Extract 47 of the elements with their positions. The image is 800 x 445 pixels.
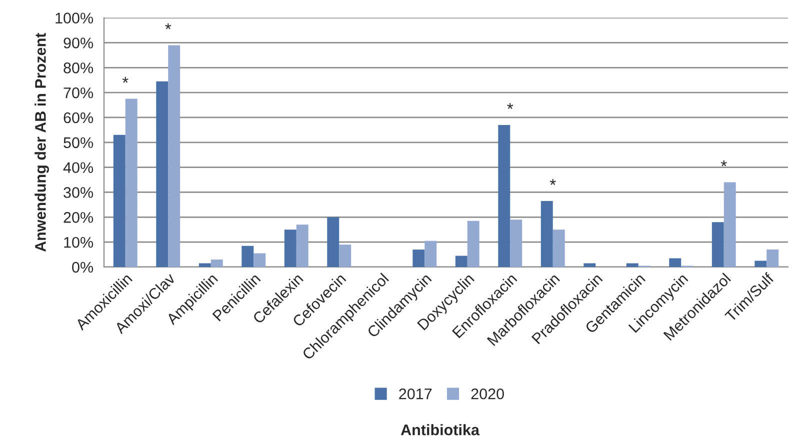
legend-label: 2017: [399, 388, 432, 400]
bar: [113, 134, 126, 267]
bar: [296, 224, 308, 267]
y-tick-label: 30%: [64, 187, 94, 198]
bar: [766, 250, 779, 267]
bar: [412, 250, 425, 267]
y-tick-label: 60%: [64, 112, 94, 124]
bar: [498, 124, 510, 267]
bar: [540, 200, 553, 267]
legend-label: 2020: [471, 388, 504, 400]
bar: [424, 240, 437, 267]
bar: [254, 253, 266, 267]
bar: [626, 263, 638, 267]
y-tick-label: 20%: [64, 212, 94, 223]
y-tick-label: 40%: [63, 162, 94, 174]
y-axis-title: Anwendung der AB in Prozent: [34, 32, 49, 252]
bar: [669, 258, 682, 267]
y-tick-label: 90%: [64, 38, 94, 48]
bar: [712, 222, 724, 267]
y-tick-label: 50%: [64, 137, 94, 148]
annotation: *: [507, 103, 514, 109]
annotation: *: [165, 23, 172, 30]
bar: [754, 260, 767, 267]
bar: [284, 230, 296, 267]
bar: [210, 260, 223, 267]
bar: [125, 98, 138, 267]
bar: [510, 220, 522, 267]
bar: [455, 256, 468, 267]
bar: [339, 244, 352, 267]
bar: [156, 81, 168, 267]
bar: [552, 230, 565, 267]
y-tick-label: 80%: [64, 62, 94, 74]
bar: [584, 263, 596, 267]
bar: [168, 45, 180, 267]
y-tick-label: 100%: [56, 12, 94, 24]
y-tick-label: 0%: [72, 262, 94, 273]
y-tick-label: 10%: [64, 236, 94, 248]
annotation: *: [550, 179, 556, 185]
x-axis-title: Antibiotika: [400, 424, 480, 436]
bar: [198, 263, 211, 267]
annotation: *: [122, 76, 128, 83]
bar: [724, 182, 736, 267]
bar: [242, 246, 254, 267]
annotation: *: [720, 160, 727, 166]
y-tick-label: 70%: [64, 87, 94, 98]
bar: [467, 220, 480, 267]
bar: [327, 217, 340, 267]
